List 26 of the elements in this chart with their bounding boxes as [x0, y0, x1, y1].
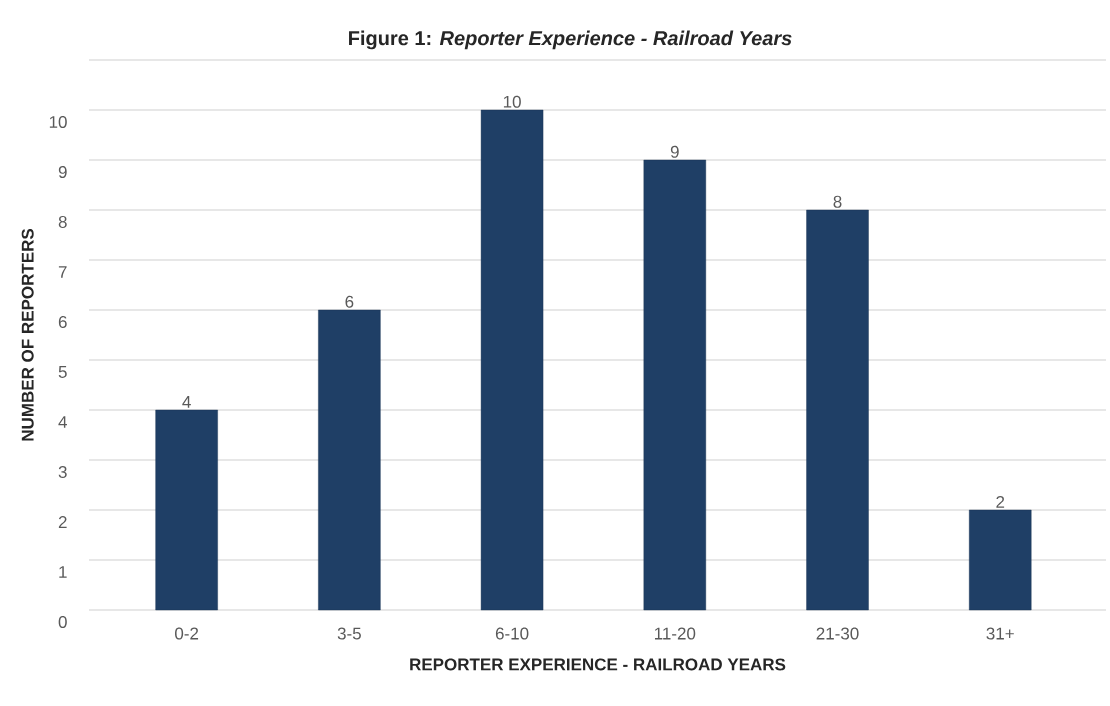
- y-tick-label: 1: [59, 566, 67, 578]
- y-axis-title: NUMBER OF REPORTERS: [21, 228, 34, 441]
- data-label: 6: [345, 295, 354, 308]
- y-tick-label: 8: [58, 215, 67, 229]
- x-tick-label: 11-20: [654, 627, 696, 640]
- y-tick-label: 9: [58, 165, 67, 179]
- y-tick-label: 3: [58, 465, 67, 479]
- y-tick-label: 10: [49, 115, 67, 129]
- x-tick-label: 31+: [986, 627, 1014, 640]
- x-tick-label: 6-10: [495, 627, 529, 640]
- x-tick-label: 21-30: [816, 627, 859, 640]
- y-tick-label: 4: [58, 416, 67, 428]
- y-tick-label: 2: [58, 516, 67, 528]
- data-label: 4: [182, 396, 191, 408]
- x-axis-title: REPORTER EXPERIENCE - RAILROAD YEARS: [410, 658, 786, 671]
- y-tick-label: 6: [58, 315, 67, 329]
- y-tick-label: 0: [58, 615, 67, 629]
- data-label: 9: [670, 145, 679, 158]
- data-label: 8: [833, 195, 842, 208]
- y-tick-label: 7: [58, 266, 67, 278]
- y-tick-label: 5: [58, 366, 67, 378]
- data-label: 10: [503, 95, 521, 108]
- x-tick-label: 0-2: [175, 627, 199, 640]
- x-tick-label: 3-5: [337, 627, 361, 640]
- data-label: 2: [996, 495, 1005, 508]
- chart-title: Figure 1: Reporter Experience - Railroad Years: [349, 30, 792, 50]
